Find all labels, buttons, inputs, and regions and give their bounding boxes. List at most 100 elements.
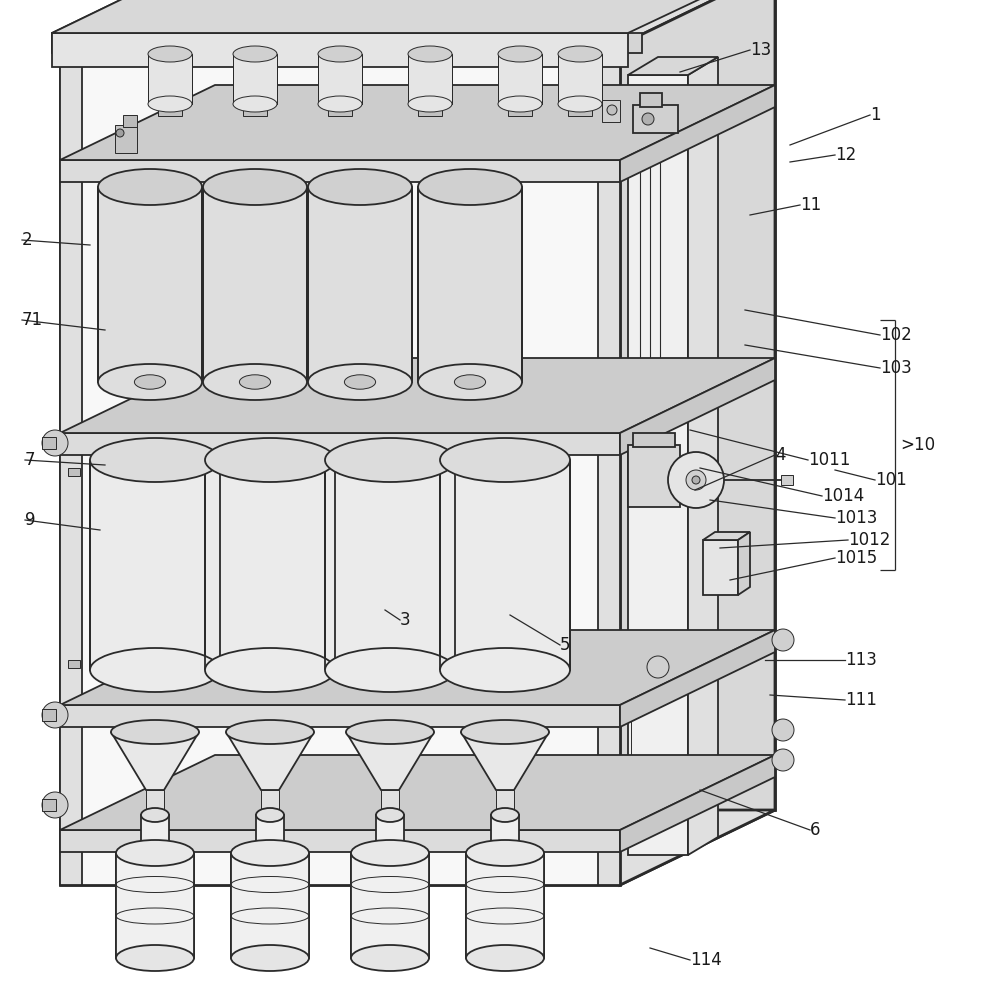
Bar xyxy=(508,104,532,116)
Ellipse shape xyxy=(325,438,455,482)
Ellipse shape xyxy=(308,169,412,205)
Bar xyxy=(703,540,738,595)
Ellipse shape xyxy=(558,46,602,62)
Text: 1015: 1015 xyxy=(835,549,877,567)
Bar xyxy=(781,475,793,485)
Ellipse shape xyxy=(135,375,165,389)
Ellipse shape xyxy=(256,808,284,822)
Bar xyxy=(498,54,542,104)
Ellipse shape xyxy=(440,648,570,692)
Ellipse shape xyxy=(231,840,309,866)
Text: 113: 113 xyxy=(845,651,877,669)
Bar xyxy=(158,104,182,116)
Circle shape xyxy=(668,452,724,508)
Polygon shape xyxy=(461,732,549,790)
Ellipse shape xyxy=(318,96,362,112)
Bar xyxy=(205,460,335,670)
Ellipse shape xyxy=(226,720,314,744)
Ellipse shape xyxy=(116,945,194,971)
Ellipse shape xyxy=(205,438,335,482)
Ellipse shape xyxy=(98,364,202,400)
Ellipse shape xyxy=(203,169,307,205)
Bar xyxy=(60,45,620,885)
Bar xyxy=(408,54,452,104)
Bar xyxy=(215,0,775,810)
Bar xyxy=(381,790,399,815)
Polygon shape xyxy=(111,732,199,790)
Polygon shape xyxy=(60,755,775,830)
Polygon shape xyxy=(52,0,787,33)
Text: 103: 103 xyxy=(880,359,912,377)
Circle shape xyxy=(647,656,669,678)
Bar xyxy=(60,830,620,852)
Text: 12: 12 xyxy=(835,146,856,164)
Bar xyxy=(633,433,675,447)
Ellipse shape xyxy=(486,845,524,861)
Ellipse shape xyxy=(346,720,434,744)
Ellipse shape xyxy=(251,845,289,861)
Text: 1: 1 xyxy=(870,106,880,124)
Polygon shape xyxy=(703,532,750,540)
Ellipse shape xyxy=(141,808,169,822)
Bar xyxy=(308,187,412,382)
Text: 6: 6 xyxy=(810,821,821,839)
Circle shape xyxy=(772,719,794,741)
Text: 1014: 1014 xyxy=(822,487,864,505)
Bar xyxy=(60,433,620,455)
Text: 71: 71 xyxy=(22,311,44,329)
Text: 101: 101 xyxy=(875,471,907,489)
Ellipse shape xyxy=(558,96,602,112)
Bar xyxy=(558,54,602,104)
Ellipse shape xyxy=(371,845,409,861)
Bar xyxy=(491,815,519,853)
Ellipse shape xyxy=(233,96,277,112)
Bar xyxy=(496,790,514,815)
Bar xyxy=(68,468,80,476)
Circle shape xyxy=(116,129,124,137)
Polygon shape xyxy=(620,358,775,455)
Bar xyxy=(466,853,544,958)
Ellipse shape xyxy=(418,169,522,205)
Bar xyxy=(568,104,592,116)
Circle shape xyxy=(42,792,68,818)
Ellipse shape xyxy=(261,810,279,820)
Bar xyxy=(628,75,688,855)
Bar xyxy=(123,115,137,127)
Bar xyxy=(598,45,620,885)
Polygon shape xyxy=(60,358,775,433)
Text: 11: 11 xyxy=(800,196,821,214)
Ellipse shape xyxy=(440,438,570,482)
Text: 5: 5 xyxy=(560,636,571,654)
Bar xyxy=(116,853,194,958)
Ellipse shape xyxy=(90,438,220,482)
Ellipse shape xyxy=(308,364,412,400)
Polygon shape xyxy=(688,57,718,855)
Text: 1012: 1012 xyxy=(848,531,890,549)
Ellipse shape xyxy=(148,96,192,112)
Bar xyxy=(418,104,442,116)
Polygon shape xyxy=(620,0,775,885)
Polygon shape xyxy=(620,630,775,727)
Bar xyxy=(325,460,455,670)
Ellipse shape xyxy=(231,945,309,971)
Bar xyxy=(42,799,56,811)
Polygon shape xyxy=(620,85,775,182)
Bar xyxy=(418,187,522,382)
Polygon shape xyxy=(60,810,775,885)
Bar xyxy=(98,187,202,382)
Bar xyxy=(243,104,267,116)
Ellipse shape xyxy=(205,648,335,692)
Polygon shape xyxy=(628,57,718,75)
Bar xyxy=(261,790,279,815)
Ellipse shape xyxy=(203,364,307,400)
Bar xyxy=(42,709,56,721)
Text: 7: 7 xyxy=(25,451,36,469)
Ellipse shape xyxy=(148,46,192,62)
Circle shape xyxy=(642,113,654,125)
Ellipse shape xyxy=(381,810,399,820)
Text: 114: 114 xyxy=(690,951,722,969)
Circle shape xyxy=(686,470,706,490)
Ellipse shape xyxy=(496,810,514,820)
Bar xyxy=(60,705,620,727)
Circle shape xyxy=(607,105,617,115)
